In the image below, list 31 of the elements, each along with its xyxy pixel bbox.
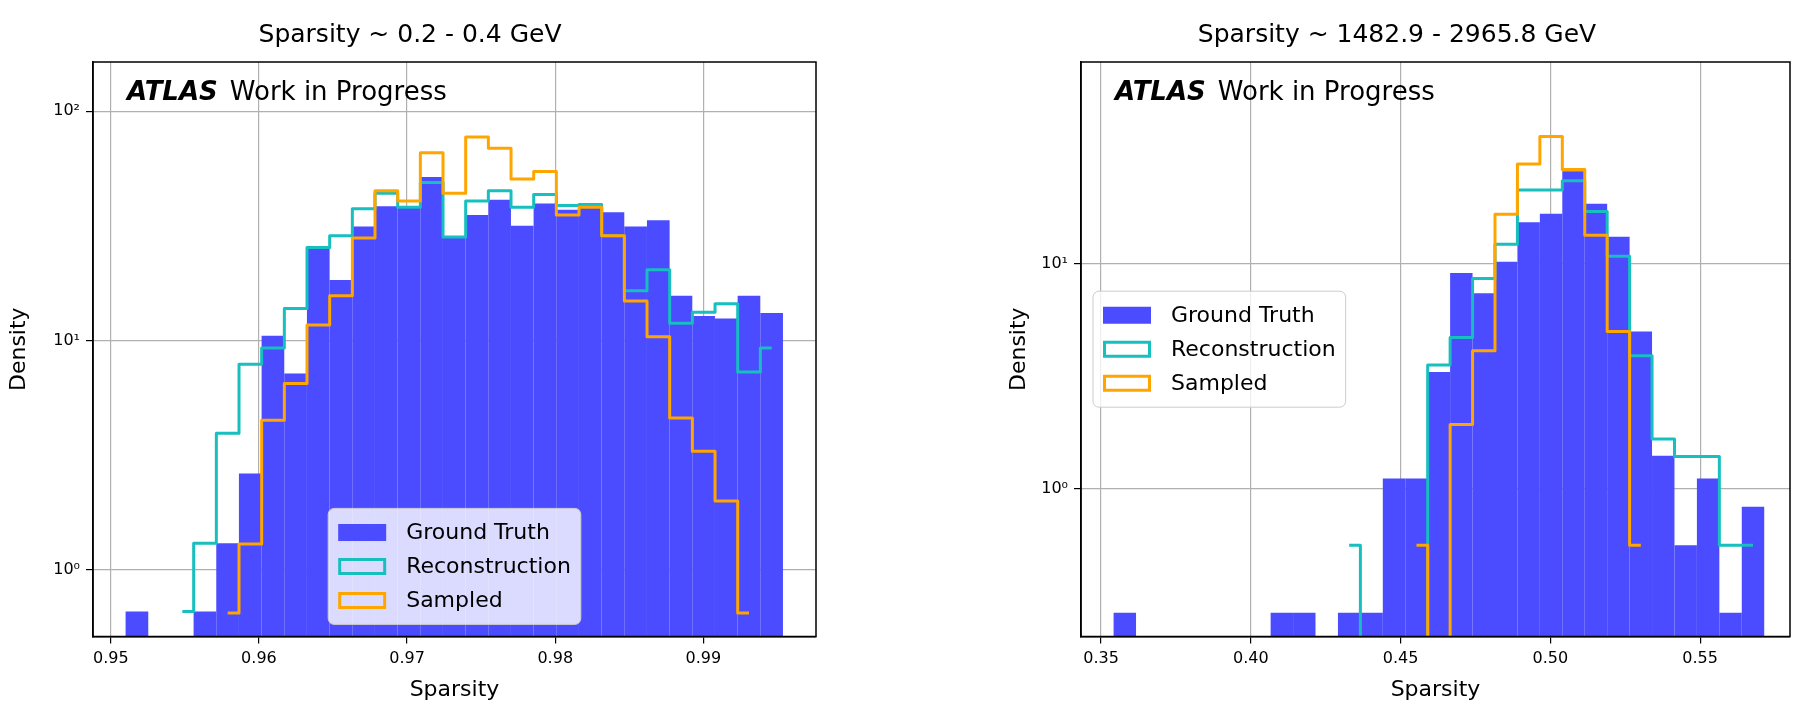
legend-label: Ground Truth (1171, 301, 1315, 327)
annotation: Work in Progress (229, 75, 447, 106)
legend-label: Reconstruction (1171, 335, 1336, 361)
y-tick-label: 10¹ (1041, 252, 1068, 272)
annotation: ATLAS (125, 75, 218, 106)
x-tick-label: 0.35 (1083, 648, 1119, 668)
x-axis-title: Sparsity (1390, 675, 1481, 701)
x-tick-label: 0.50 (1532, 648, 1569, 668)
legend-label: Ground Truth (406, 519, 550, 545)
annotation: Work in Progress (1217, 75, 1435, 106)
annotation: ATLAS (1113, 75, 1206, 106)
x-tick-label: 0.45 (1382, 648, 1419, 668)
x-tick-label: 0.95 (92, 648, 129, 668)
x-tick-label: 0.97 (389, 648, 425, 668)
y-tick-label: 10⁰ (1041, 477, 1068, 497)
legend-label: Sampled (406, 587, 503, 613)
x-tick-label: 0.98 (537, 648, 574, 668)
x-tick-label: 0.96 (241, 648, 277, 668)
x-axis-title: Sparsity (409, 675, 500, 701)
y-tick-label: 10¹ (53, 329, 80, 349)
chart-title: Sparsity ~ 0.2 - 0.4 GeV (258, 18, 562, 48)
x-tick-label: 0.40 (1233, 648, 1269, 668)
x-tick-label: 0.99 (685, 648, 722, 668)
y-axis-title: Density (1004, 307, 1030, 392)
x-tick-label: 0.55 (1682, 648, 1718, 668)
legend-label: Sampled (1171, 369, 1268, 395)
chart-title: Sparsity ~ 1482.9 - 2965.8 GeV (1197, 18, 1597, 48)
y-tick-label: 10² (53, 100, 80, 120)
legend-label: Reconstruction (406, 553, 571, 579)
y-tick-label: 10⁰ (53, 559, 80, 579)
y-axis-title: Density (4, 307, 30, 392)
